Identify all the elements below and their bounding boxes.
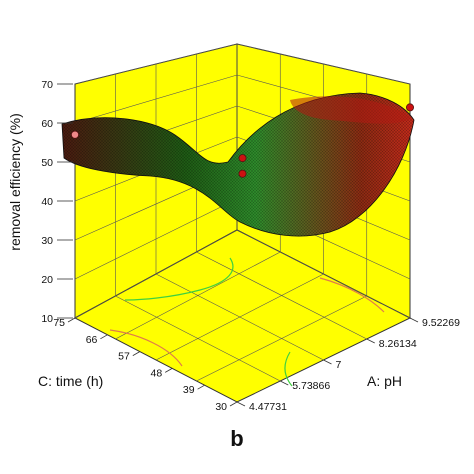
z-tick-label: 70	[41, 79, 53, 91]
contour-line	[319, 277, 385, 313]
a-tick-label: 7	[336, 359, 342, 371]
response-surface	[61, 92, 415, 237]
design-points	[71, 103, 414, 178]
grid-line	[196, 251, 367, 340]
z-axis-ticks: 10 20 30 40 50 60 70	[41, 79, 73, 325]
c-tick-mark	[67, 317, 76, 323]
z-tick-label: 50	[41, 157, 53, 169]
c-tick-mark	[132, 351, 140, 356]
z-tick-label: 20	[41, 274, 53, 286]
panel-label: b	[230, 426, 243, 451]
surface-mesh	[62, 93, 414, 237]
grid-line	[196, 295, 367, 382]
z-tick-label: 30	[41, 235, 53, 247]
a-axis-ticks: 4.47731 5.73866 7 8.26134 9.52269	[236, 317, 460, 413]
surface-highlight	[290, 96, 412, 124]
c-tick-label: 30	[215, 401, 227, 413]
a-axis-title: A: pH	[367, 373, 402, 389]
z-tick-label: 10	[41, 313, 53, 325]
a-tick-mark	[409, 317, 419, 323]
c-tick-mark	[229, 401, 238, 407]
design-point	[238, 169, 247, 178]
contour-line	[124, 257, 234, 301]
contour-line	[284, 351, 293, 387]
a-tick-mark	[323, 359, 332, 365]
contour-line	[109, 329, 183, 367]
a-tick-label: 5.73866	[292, 380, 330, 392]
c-tick-mark	[100, 334, 108, 340]
c-tick-mark	[197, 384, 205, 390]
z-tick-label: 40	[41, 196, 53, 208]
a-tick-label: 4.47731	[249, 401, 287, 413]
c-tick-mark	[165, 368, 173, 373]
c-tick-label: 48	[151, 367, 163, 379]
design-point	[238, 154, 247, 163]
a-tick-mark	[236, 401, 246, 407]
a-tick-label: 9.52269	[422, 317, 460, 329]
a-tick-mark	[366, 338, 375, 344]
grid-line	[155, 273, 324, 361]
a-tick-label: 8.26134	[379, 338, 417, 350]
z-tick-label: 60	[41, 118, 53, 130]
design-point	[405, 103, 414, 112]
floor-contours	[109, 257, 385, 387]
z-axis-title: removal efficiency (%)	[7, 113, 23, 250]
design-point	[71, 130, 80, 139]
a-tick-mark	[280, 380, 289, 386]
c-tick-label: 39	[183, 384, 195, 396]
c-axis-title: C: time (h)	[38, 373, 103, 389]
c-tick-label: 75	[53, 317, 65, 329]
c-tick-label: 66	[86, 334, 98, 346]
c-tick-label: 57	[118, 351, 130, 363]
c-axis-ticks: 30 39 48 57 66 75	[53, 317, 238, 413]
